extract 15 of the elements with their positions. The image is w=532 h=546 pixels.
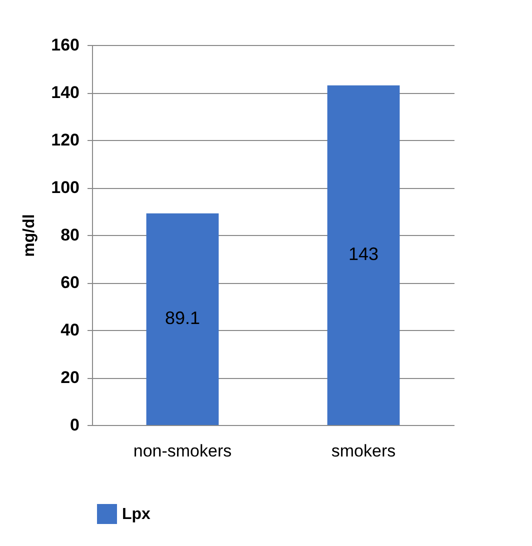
y-tick-label: 120 [51,130,80,150]
data-label: 143 [348,244,379,264]
y-tick-label: 60 [60,273,80,292]
y-tick-label: 80 [60,226,80,244]
y-axis-title: mg/dl [21,214,38,257]
y-tick-label: 160 [51,36,80,54]
y-tick-label: 140 [51,83,80,102]
x-tick-label: non-smokers [133,442,232,460]
x-tick-label: smokers [331,442,396,460]
legend-label: Lpx [122,506,151,523]
y-tick-label: 20 [60,368,80,387]
y-tick-label: 40 [60,320,80,340]
y-tick-label: 0 [70,416,80,434]
y-tick-label: 100 [51,178,80,197]
data-label: 89.1 [164,308,200,328]
